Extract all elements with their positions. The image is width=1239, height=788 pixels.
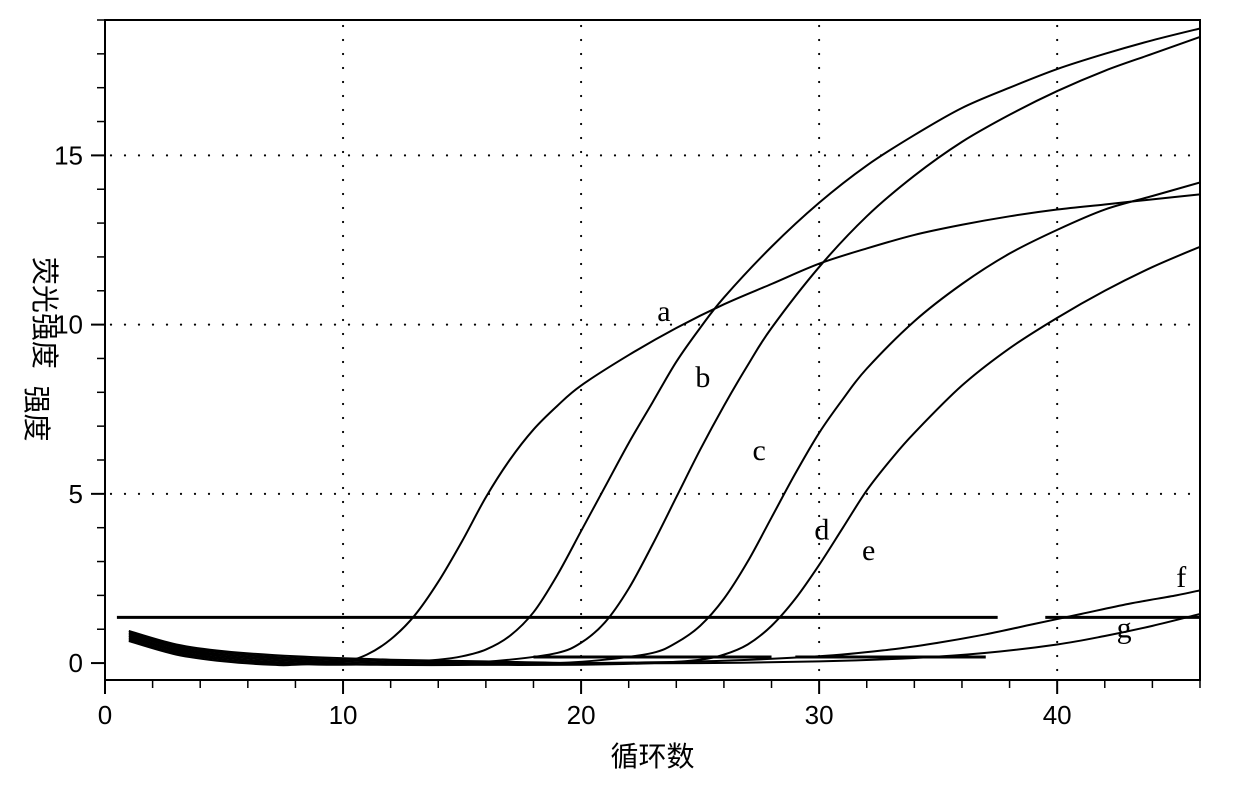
svg-text:强度: 强度 <box>20 386 52 442</box>
y-axis-title: 荧光强度强度 <box>20 257 60 442</box>
y-tick-label: 5 <box>69 479 83 509</box>
x-tick-label: 10 <box>329 700 358 730</box>
y-tick-label: 15 <box>54 140 83 170</box>
curve-label-a: a <box>657 295 670 328</box>
x-tick-label: 20 <box>567 700 596 730</box>
curve-c <box>129 37 1200 665</box>
curve-label-g: g <box>1117 612 1132 645</box>
curve-label-b: b <box>695 361 710 394</box>
curve-label-f: f <box>1176 561 1186 594</box>
curve-label-e: e <box>862 534 875 567</box>
x-tick-label: 40 <box>1043 700 1072 730</box>
curve-a <box>129 194 1200 665</box>
curve-d <box>129 182 1200 665</box>
curve-b <box>129 28 1200 664</box>
curve-f <box>129 590 1200 663</box>
y-tick-label: 0 <box>69 648 83 678</box>
x-tick-label: 0 <box>98 700 112 730</box>
curve-label-d: d <box>814 514 829 547</box>
curve-label-c: c <box>752 434 765 467</box>
pcr-amplification-chart: 010203040051015循环数荧光强度强度abcdefg <box>0 0 1239 788</box>
svg-text:荧光强度: 荧光强度 <box>28 257 60 369</box>
x-tick-label: 30 <box>805 700 834 730</box>
chart-svg: 010203040051015循环数荧光强度强度abcdefg <box>0 0 1239 788</box>
x-axis-title: 循环数 <box>610 741 694 773</box>
